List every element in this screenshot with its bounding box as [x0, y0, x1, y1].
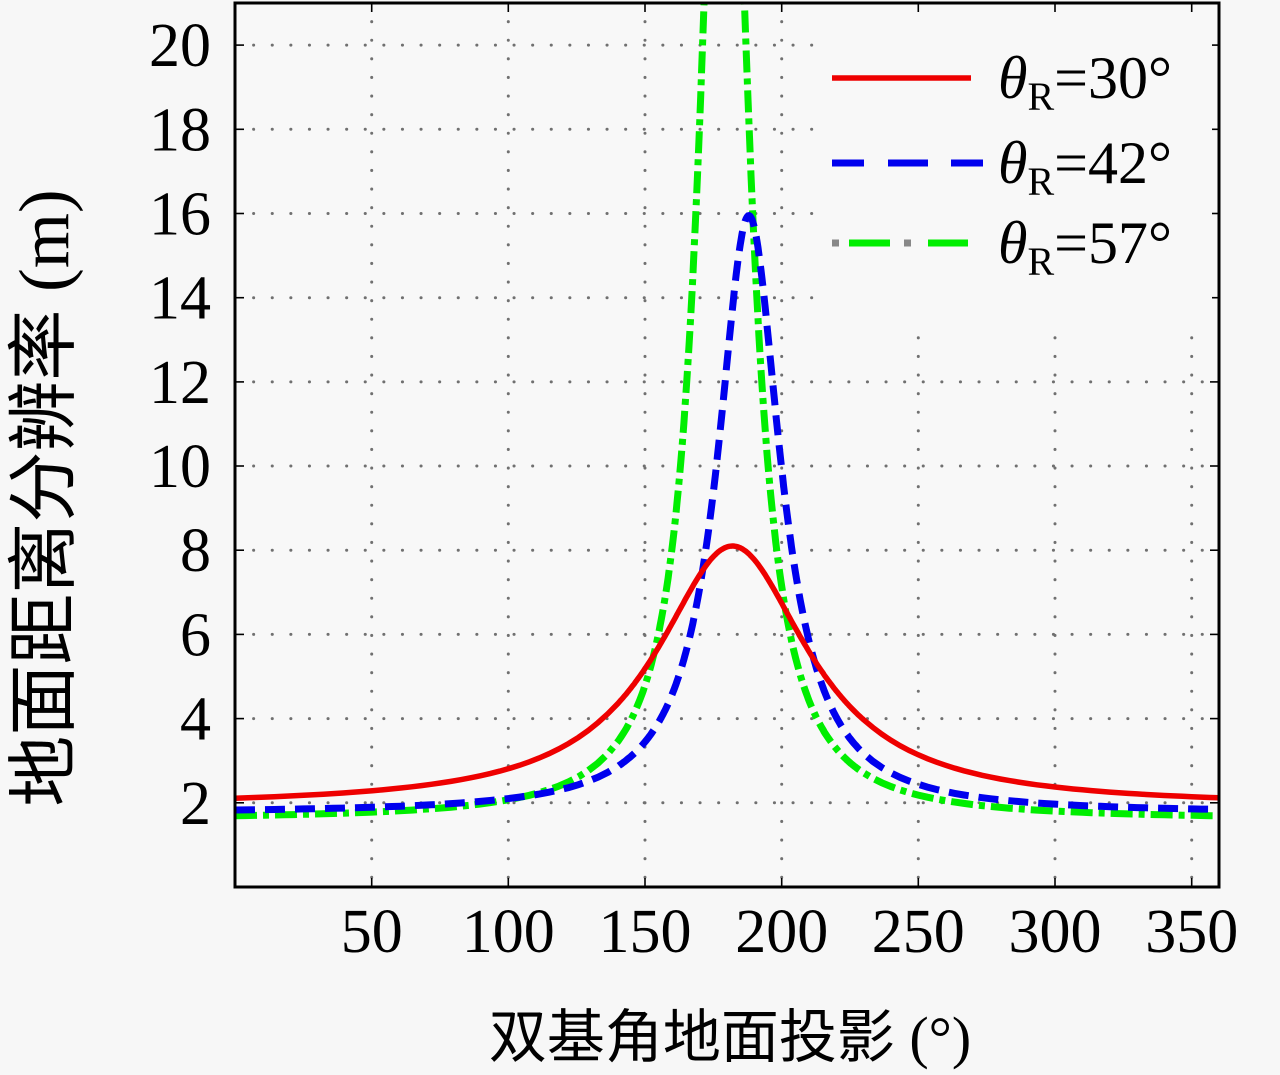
svg-text:250: 250 [872, 898, 965, 966]
svg-text:地面距离分辨率 (m): 地面距离分辨率 (m) [6, 189, 84, 806]
svg-text:300: 300 [1009, 898, 1102, 966]
svg-text:12: 12 [149, 349, 211, 417]
svg-text:θR=57°: θR=57° [998, 210, 1172, 284]
svg-text:150: 150 [599, 898, 692, 966]
svg-text:14: 14 [149, 265, 211, 333]
svg-text:350: 350 [1145, 898, 1238, 966]
svg-text:10: 10 [149, 433, 211, 501]
svg-text:双基角地面投影 (°): 双基角地面投影 (°) [489, 1005, 971, 1070]
svg-text:8: 8 [180, 517, 211, 585]
svg-text:18: 18 [149, 96, 211, 164]
svg-text:6: 6 [180, 601, 211, 669]
svg-text:20: 20 [149, 12, 211, 80]
svg-text:θR=30°: θR=30° [998, 45, 1172, 119]
svg-text:200: 200 [735, 898, 828, 966]
svg-text:θR=42°: θR=42° [998, 130, 1172, 204]
svg-text:50: 50 [341, 898, 403, 966]
svg-text:16: 16 [149, 181, 211, 249]
svg-text:2: 2 [180, 770, 211, 838]
svg-text:4: 4 [180, 686, 211, 754]
svg-text:100: 100 [462, 898, 555, 966]
